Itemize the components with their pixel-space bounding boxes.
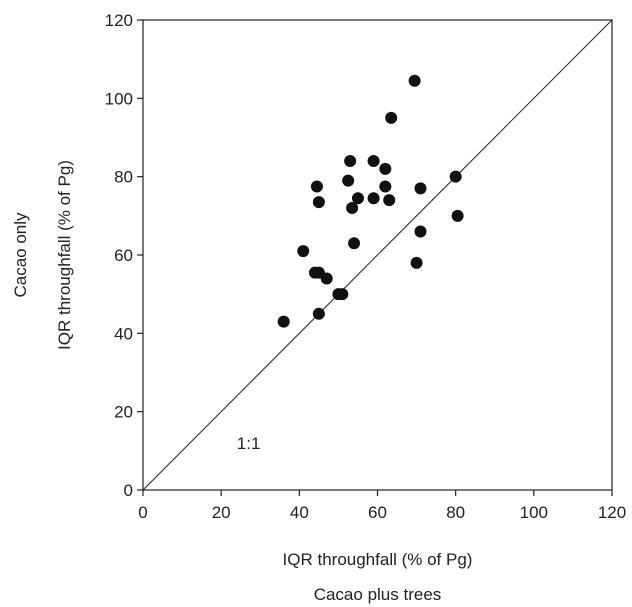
data-point: [379, 162, 392, 175]
data-point: [367, 192, 380, 205]
data-point: [336, 288, 349, 301]
data-point: [277, 315, 290, 328]
data-point: [342, 174, 355, 187]
y-tick-label: 120: [105, 11, 133, 30]
reference-line-group: [142, 19, 613, 491]
data-point: [379, 180, 392, 193]
axes: [137, 19, 613, 496]
x-tick-label: 40: [290, 503, 309, 522]
data-point: [383, 194, 396, 207]
y-axis-title: IQR throughfall (% of Pg): [55, 160, 74, 350]
one-to-one-line: [142, 19, 613, 491]
data-point: [414, 225, 427, 238]
data-points: [277, 74, 464, 328]
data-point: [312, 307, 325, 320]
x-tick-label: 20: [212, 503, 231, 522]
data-point: [312, 196, 325, 209]
x-tick-label: 100: [520, 503, 548, 522]
data-point: [408, 74, 421, 87]
data-point: [320, 272, 333, 285]
x-tick-label: 60: [368, 503, 387, 522]
x-tick-label: 120: [598, 503, 626, 522]
data-point: [414, 182, 427, 195]
y-tick-label: 100: [105, 89, 133, 108]
y-tick-label: 0: [124, 481, 133, 500]
one-to-one-annotation: 1:1: [237, 434, 261, 453]
data-point: [344, 155, 357, 167]
data-point: [351, 192, 364, 205]
data-point: [410, 256, 423, 269]
tick-labels: 0 20 40 60 80 100 120 0 20 40 60 80 100 120: [105, 11, 627, 522]
y-tick-label: 60: [114, 246, 133, 265]
data-point: [449, 170, 462, 183]
data-point: [346, 202, 359, 214]
data-point: [451, 209, 464, 222]
x-axis-subtitle: Cacao plus trees: [314, 585, 442, 604]
y-tick-label: 40: [114, 324, 133, 343]
data-point: [297, 245, 310, 258]
x-tick-label: 80: [446, 503, 465, 522]
data-point: [348, 237, 361, 250]
y-tick-label: 20: [114, 403, 133, 422]
y-axis-subtitle: Cacao only: [11, 212, 30, 298]
x-tick-label: 0: [138, 503, 147, 522]
x-axis-title: IQR throughfall (% of Pg): [283, 550, 473, 569]
data-point: [310, 180, 323, 193]
y-tick-label: 80: [114, 168, 133, 187]
data-point: [385, 111, 398, 124]
data-point: [367, 155, 380, 167]
